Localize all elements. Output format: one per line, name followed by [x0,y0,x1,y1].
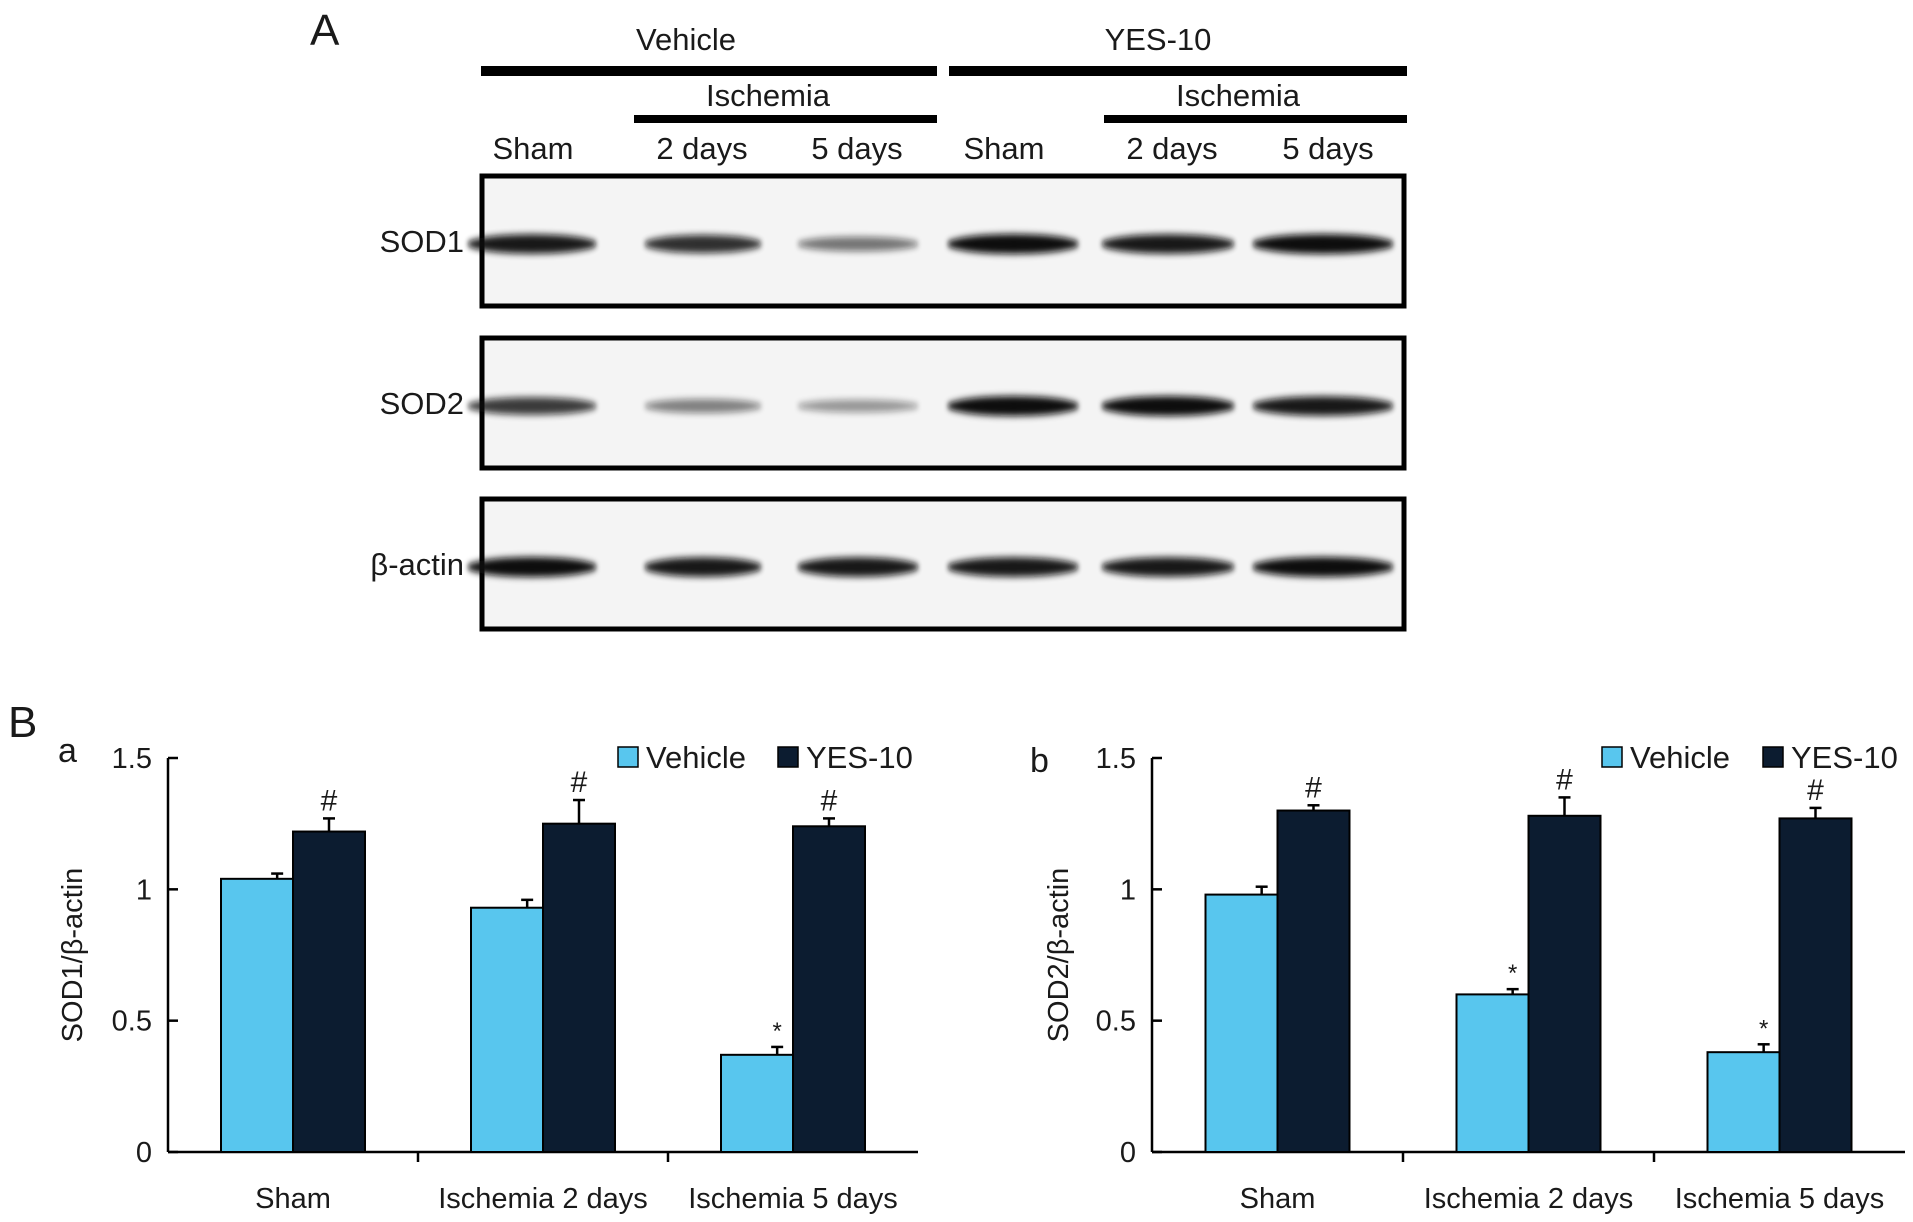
sod1-chart: 0 0.5 1 1.5 SOD1/β-actin Sham # Ischemia 2 days… [57,740,918,1215]
x-tick-label: Sham [1240,1183,1316,1215]
blot-band [797,557,919,577]
bar [220,877,294,1153]
lane-label: Sham [964,131,1045,166]
x-tick-label: Ischemia 2 days [438,1183,648,1215]
ischemia-label-vehicle: Ischemia [706,78,831,113]
ischemia-bar-yes10 [1104,115,1407,123]
blot-box [479,496,1407,632]
y-axis-label: SOD1/β-actin [57,868,89,1043]
lane-label: 2 days [1126,131,1217,166]
blot-band [467,397,597,415]
yes10-group-bar [949,66,1407,76]
bar [792,825,866,1153]
bar [1455,993,1530,1154]
bar [720,1053,794,1154]
significance-mark: * [1759,1015,1768,1042]
group-label-vehicle: Vehicle [636,22,736,57]
blot-band [1252,557,1394,577]
y-tick-label: 1.5 [1096,743,1136,775]
y-tick-label: 0.5 [1096,1006,1136,1038]
legend-swatch [1601,746,1623,768]
blot-band [1101,557,1235,577]
bar [542,822,616,1154]
legend: Vehicle YES-10 [617,740,913,775]
lane-label: Sham [493,131,574,166]
legend-label: YES-10 [806,740,913,775]
bar [1706,1051,1781,1153]
blot-band [467,234,597,254]
vehicle-group-bar [481,66,937,76]
y-tick-label: 1 [136,874,152,906]
lane-label: 2 days [656,131,747,166]
x-tick-label: Ischemia 5 days [688,1183,898,1215]
legend-label: Vehicle [1630,740,1730,775]
bar [292,830,366,1154]
x-tick-label: Ischemia 5 days [1675,1183,1885,1215]
significance-mark: * [1508,960,1517,987]
significance-mark: # [1807,774,1824,807]
y-tick-label: 0.5 [112,1006,152,1038]
blot-label: SOD2 [380,386,464,421]
significance-mark: # [1305,771,1322,804]
group-label-yes10: YES-10 [1105,22,1212,57]
y-tick-label: 1 [1120,874,1136,906]
blot-band [1101,396,1235,416]
western-blots: SOD1 SOD2 β-actin [370,173,1407,632]
subpanel-b-label: b [1030,742,1049,780]
blot-label: SOD1 [380,224,464,259]
blot-band [797,399,919,413]
bar [470,906,544,1153]
significance-mark: * [772,1018,781,1045]
x-tick-label: Sham [255,1183,331,1215]
lane-label: 5 days [1282,131,1373,166]
y-tick-label: 0 [1120,1137,1136,1169]
legend-swatch [1762,746,1784,768]
blot-box [479,173,1407,309]
subpanel-a-label: a [58,732,77,770]
legend-swatch [617,746,639,768]
sod2-chart: 0 0.5 1 1.5 SOD2/β-actin Sham # Ischemia 2 days… [1043,740,1905,1215]
significance-mark: # [821,784,838,817]
bar [1276,809,1351,1153]
blot-band [947,234,1079,254]
blot-band [467,557,597,577]
significance-mark: # [571,766,588,799]
blot-band [644,399,762,413]
legend-swatch [777,746,799,768]
panel-a-label: A [310,6,340,55]
blot-band [644,234,762,254]
significance-mark: # [321,784,338,817]
ischemia-label-yes10: Ischemia [1176,78,1301,113]
y-tick-label: 0 [136,1137,152,1169]
y-tick-label: 1.5 [112,743,152,775]
bar [1778,817,1853,1153]
y-axis-label: SOD2/β-actin [1043,868,1075,1043]
bar [1204,893,1279,1153]
blot-band [1252,234,1394,254]
blot-box [479,335,1407,471]
bar [1527,814,1602,1154]
legend: Vehicle YES-10 [1601,740,1898,775]
blot-band [1101,234,1235,254]
x-tick-label: Ischemia 2 days [1424,1183,1634,1215]
blot-band [947,396,1079,416]
ischemia-bar-vehicle [634,115,937,123]
blot-band [797,236,919,252]
blot-band [1252,396,1394,416]
blot-label: β-actin [370,547,464,582]
lane-label: 5 days [811,131,902,166]
legend-label: YES-10 [1791,740,1898,775]
panel-b-label: B [8,698,37,747]
blot-band [644,557,762,577]
blot-band [947,557,1079,577]
legend-label: Vehicle [646,740,746,775]
significance-mark: # [1556,763,1573,796]
